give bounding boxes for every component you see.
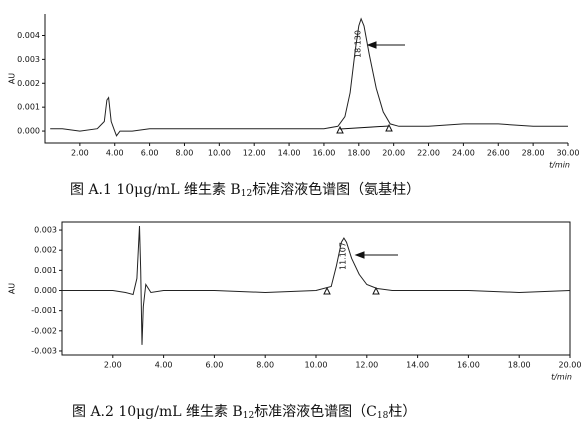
y-axis-label: AU	[8, 73, 17, 84]
caption: 图 A.1 10μg/mL 维生素 B12标准溶液色谱图（氨基柱）	[70, 181, 420, 199]
caption-subscript: 18	[377, 411, 389, 421]
y-tick-label: -0.002	[31, 326, 57, 335]
x-tick-label: 12.00	[355, 361, 378, 370]
x-tick-label: 4.00	[106, 149, 124, 158]
peak-marker	[372, 286, 380, 295]
caption: 图 A.2 10μg/mL 维生素 B12标准溶液色谱图（C18柱）	[72, 403, 416, 421]
x-tick-label: 10.00	[305, 361, 328, 370]
x-axis-label: t/min	[551, 373, 572, 382]
y-tick-label: 0.003	[17, 55, 40, 64]
y-tick-label: 0.000	[17, 127, 40, 136]
chart: 0.000 0.001 0.002 0.003 0.004 2.00 4.00 6.00 8.0…	[8, 14, 580, 199]
x-tick-label: 18.00	[508, 361, 531, 370]
peak-marker	[336, 125, 344, 134]
plot-frame	[61, 221, 571, 356]
y-tick-label: 0.001	[17, 103, 40, 112]
chart: 0.003 0.002 0.001 0.000 -0.001 -0.002 -0.003 2.…	[8, 221, 582, 421]
caption-subscript: 12	[243, 411, 254, 421]
peak-label: 18.130	[354, 30, 363, 58]
x-tick-label: 6.00	[141, 149, 159, 158]
x-tick-label: 14.00	[278, 149, 301, 158]
x-tick-label: 4.00	[155, 361, 173, 370]
y-tick-label: 0.003	[34, 226, 57, 235]
arrow-head	[366, 41, 377, 49]
caption-text: 柱）	[388, 404, 416, 420]
x-tick-label: 24.00	[452, 149, 475, 158]
x-tick-label: 18.00	[347, 149, 370, 158]
arrow-head	[354, 251, 365, 259]
peak-marker	[385, 123, 393, 132]
x-tick-label: 28.00	[522, 149, 545, 158]
x-tick-label: 20.00	[559, 361, 582, 370]
y-axis-label: AU	[8, 283, 17, 294]
x-tick-label: 16.00	[457, 361, 480, 370]
x-tick-label: 12.00	[243, 149, 266, 158]
annotations	[323, 41, 405, 295]
caption-text: 标准溶液色谱图（C	[254, 403, 377, 420]
caption-text: 图 A.2 10μg/mL 维生素 B	[72, 404, 243, 420]
x-tick-label: 2.00	[71, 149, 89, 158]
y-tick-label: 0.002	[34, 246, 57, 255]
x-axis-label: t/min	[549, 161, 570, 170]
x-tick-label: 6.00	[205, 361, 223, 370]
caption-text: 标准溶液色谱图（氨基柱）	[252, 181, 420, 198]
x-tick-label: 8.00	[176, 149, 194, 158]
x-tick-label: 22.00	[417, 149, 440, 158]
caption-text: 图 A.1 10μg/mL 维生素 B	[70, 182, 241, 198]
peak-label: 11.107	[339, 242, 348, 270]
chromatogram-line	[62, 225, 571, 345]
y-tick-label: -0.003	[31, 346, 57, 355]
x-tick-label: 16.00	[312, 149, 335, 158]
x-tick-label: 26.00	[487, 149, 510, 158]
y-tick-label: 0.000	[34, 286, 57, 295]
chromatogram-line	[50, 17, 568, 137]
y-tick-label: -0.001	[31, 306, 57, 315]
y-tick-label: 0.002	[17, 79, 40, 88]
peak-marker	[323, 286, 331, 295]
x-tick-label: 10.00	[208, 149, 231, 158]
x-tick-label: 30.00	[557, 149, 580, 158]
x-tick-label: 8.00	[256, 361, 274, 370]
x-tick-label: 20.00	[382, 149, 405, 158]
y-tick-label: 0.001	[34, 266, 57, 275]
y-tick-label: 0.004	[17, 31, 40, 40]
caption-subscript: 12	[241, 189, 252, 199]
x-tick-label: 2.00	[104, 361, 122, 370]
integration-baseline	[339, 125, 390, 130]
x-tick-label: 14.00	[406, 361, 429, 370]
